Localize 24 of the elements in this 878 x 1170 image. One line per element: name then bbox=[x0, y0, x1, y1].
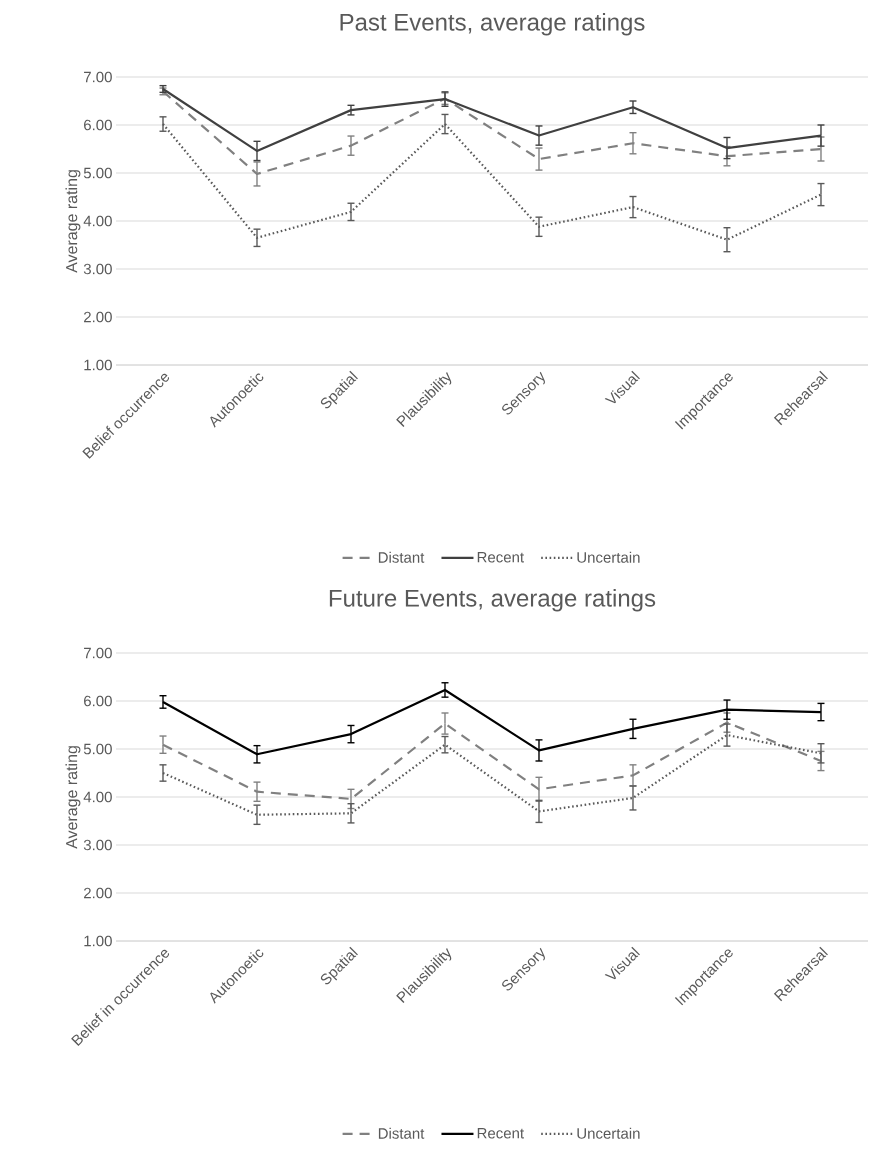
y-tick-label: 2.00 bbox=[84, 887, 112, 899]
chart-title: Past Events, average ratings bbox=[340, 13, 645, 36]
legend-label: Uncertain bbox=[577, 551, 640, 563]
y-tick-label: 4.00 bbox=[83, 215, 112, 227]
legend-label: Recent bbox=[477, 1128, 524, 1139]
y-tick-label: 1.00 bbox=[84, 935, 112, 947]
y-tick-label: 7.00 bbox=[84, 647, 112, 659]
y-axis-title: Average rating bbox=[65, 746, 81, 849]
chart-title: Future Events, average ratings bbox=[329, 589, 656, 612]
legend-label: Recent bbox=[477, 552, 524, 563]
y-tick-label: 3.00 bbox=[83, 263, 112, 275]
y-tick-label: 7.00 bbox=[84, 71, 112, 83]
y-axis-title: Average rating bbox=[65, 170, 81, 273]
legend-label: Distant bbox=[378, 551, 425, 563]
y-tick-label: 5.00 bbox=[83, 167, 112, 179]
y-tick-label: 4.00 bbox=[83, 791, 112, 803]
y-tick-label: 3.00 bbox=[83, 839, 112, 851]
y-tick-label: 2.00 bbox=[84, 311, 112, 323]
y-tick-label: 6.00 bbox=[84, 119, 112, 131]
y-tick-label: 5.00 bbox=[83, 743, 112, 755]
y-tick-label: 1.00 bbox=[84, 359, 112, 371]
legend-label: Distant bbox=[378, 1127, 425, 1139]
y-tick-label: 6.00 bbox=[84, 695, 112, 707]
legend-label: Uncertain bbox=[577, 1127, 640, 1139]
